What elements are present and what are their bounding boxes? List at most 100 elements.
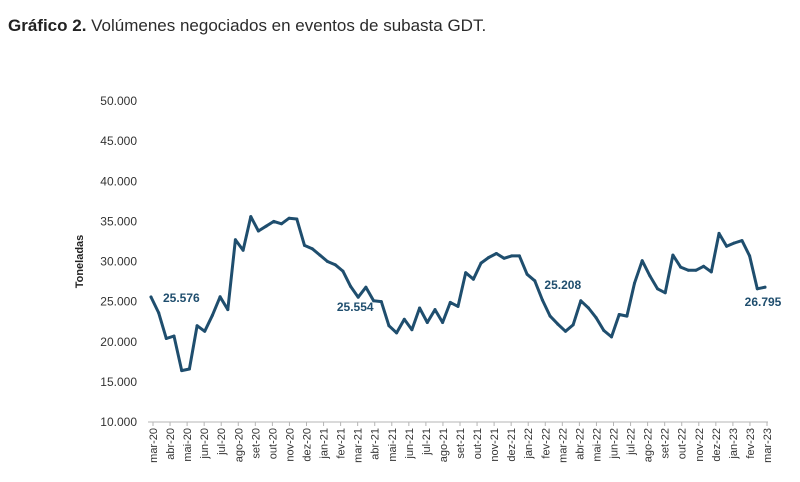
x-tick-label: abr-20 <box>165 428 177 460</box>
series-line-volumen <box>149 215 767 373</box>
data-point <box>679 265 683 269</box>
x-tick-label: jan-23 <box>728 428 740 460</box>
x-tick-label: dez-21 <box>506 428 518 462</box>
data-point <box>610 335 613 339</box>
x-tick-label: set-21 <box>455 428 467 459</box>
data-point <box>456 304 460 308</box>
y-tick-label: 45.000 <box>100 134 137 148</box>
data-point <box>441 321 445 324</box>
data-point <box>740 239 744 243</box>
data-point <box>318 253 322 257</box>
data-point <box>387 324 391 328</box>
data-point <box>510 254 514 258</box>
x-tick-label: mai-20 <box>182 428 194 462</box>
data-point <box>433 308 437 312</box>
data-point <box>732 241 736 245</box>
x-tick-label: dez-22 <box>711 428 723 462</box>
data-point <box>540 298 544 302</box>
data-point <box>633 281 636 285</box>
y-tick-label: 15.000 <box>100 375 137 389</box>
data-label: 25.576 <box>163 291 200 305</box>
x-tick-label: mai-21 <box>387 428 399 462</box>
data-point <box>763 285 767 289</box>
x-tick-label: out-21 <box>472 428 484 459</box>
x-tick-label: fev-22 <box>540 428 552 459</box>
data-point <box>579 299 583 303</box>
data-point <box>702 264 706 268</box>
data-point <box>648 274 652 278</box>
data-point <box>264 224 268 228</box>
data-point <box>502 256 506 260</box>
x-tick-label: fev-23 <box>745 428 757 459</box>
data-point <box>694 268 698 272</box>
chart-title: Gráfico 2. Volúmenes negociados en event… <box>8 16 487 35</box>
x-tick-label: jun-21 <box>404 428 416 460</box>
x-tick-label: set-22 <box>660 428 672 459</box>
data-point <box>656 287 659 291</box>
data-point <box>149 295 153 299</box>
data-point <box>187 367 191 371</box>
data-point <box>464 271 468 275</box>
data-point <box>494 252 498 255</box>
x-tick-label: out-20 <box>267 428 279 459</box>
x-tick-label: nov-21 <box>489 428 501 462</box>
data-point <box>218 295 222 299</box>
data-point <box>525 272 529 276</box>
data-point <box>303 243 306 247</box>
x-tick-label: jun-20 <box>199 428 211 460</box>
data-point <box>210 313 214 317</box>
x-tick-label: jul-21 <box>421 428 433 456</box>
data-point <box>671 253 675 257</box>
x-tick-label: jun-22 <box>609 428 621 460</box>
data-point <box>256 229 260 233</box>
data-label: 25.208 <box>544 278 581 292</box>
x-tick-label: jul-22 <box>626 428 638 456</box>
y-tick-label: 30.000 <box>100 255 137 269</box>
data-point <box>709 270 713 274</box>
data-point <box>725 244 729 248</box>
y-tick-label: 25.000 <box>100 295 137 309</box>
data-point <box>556 322 560 326</box>
data-point <box>326 260 329 263</box>
data-point <box>594 316 598 320</box>
data-point <box>195 324 199 328</box>
data-point <box>617 313 621 316</box>
data-point <box>471 277 475 281</box>
x-tick-label: set-20 <box>250 428 262 459</box>
data-point <box>533 279 537 283</box>
data-point <box>571 323 575 327</box>
x-tick-label: mar-22 <box>557 428 569 463</box>
data-point <box>717 231 721 235</box>
x-tick-label: ago-20 <box>233 428 245 462</box>
data-point <box>364 285 368 289</box>
data-point <box>625 314 629 318</box>
data-point <box>203 329 207 333</box>
x-tick-label: mar-20 <box>148 428 160 463</box>
x-tick-label: ago-21 <box>438 428 450 462</box>
x-tick-label: abr-22 <box>574 428 586 460</box>
data-label: 26.795 <box>745 295 782 309</box>
x-tick-label: mar-21 <box>353 428 365 463</box>
x-tick-label: mai-22 <box>591 428 603 462</box>
data-point <box>448 300 452 304</box>
data-point <box>379 300 383 304</box>
data-point <box>157 311 161 315</box>
data-point <box>564 329 567 333</box>
data-point <box>755 287 759 291</box>
y-tick-label: 40.000 <box>100 174 137 188</box>
x-tick-label: fev-21 <box>336 428 348 459</box>
data-point <box>180 369 184 373</box>
y-axis-title: Toneladas <box>74 235 86 289</box>
data-point <box>548 314 552 318</box>
data-point <box>395 331 399 335</box>
x-tick-label: abr-21 <box>370 428 382 460</box>
data-point <box>287 216 291 220</box>
data-point <box>349 284 353 288</box>
y-tick-label: 50.000 <box>100 94 137 108</box>
data-point <box>640 259 644 263</box>
data-point <box>233 238 237 242</box>
data-point <box>479 261 483 265</box>
data-point <box>418 306 422 310</box>
data-point <box>249 215 253 219</box>
data-point <box>517 254 521 258</box>
